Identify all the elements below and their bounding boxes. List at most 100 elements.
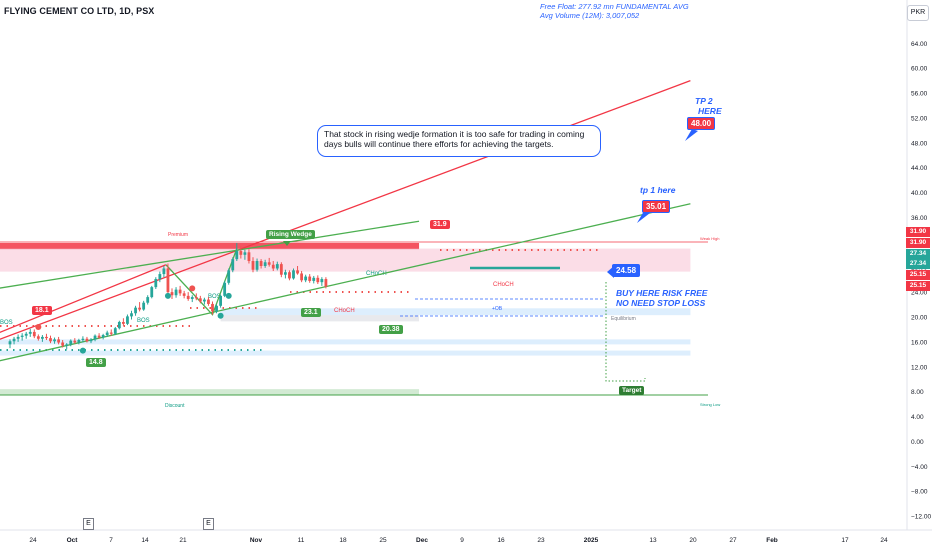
swing-marker-4 (225, 292, 232, 299)
candle-body (16, 336, 20, 339)
x-tick-12: 23 (537, 537, 545, 544)
candle-body (113, 328, 117, 334)
candle-body (198, 298, 202, 302)
x-tick-13: 2025 (584, 537, 599, 544)
y-tick-13: 12.00 (911, 364, 928, 371)
candle-body (186, 295, 190, 299)
candle-body (194, 297, 198, 299)
candle-body (36, 336, 40, 339)
y-tick-0: 64.00 (911, 41, 928, 48)
symbol-title: FLYING CEMENT CO LTD, 1D, PSX (4, 6, 155, 16)
candle-body (203, 299, 206, 302)
candle-body (41, 336, 44, 339)
candle-body (170, 292, 174, 296)
y-tick-7: 36.00 (911, 215, 928, 222)
candle-body (267, 262, 271, 265)
equilibrium-label: Equilibrium (611, 316, 636, 322)
tp2-badge: 48.00 (687, 117, 716, 130)
candle-body (49, 338, 52, 342)
pivot-label-20-38: 20.38 (379, 325, 403, 334)
candle-body (122, 321, 125, 324)
candle-body (255, 261, 259, 270)
x-tick-11: 16 (497, 537, 505, 544)
choch-label-3: CHoCH (493, 282, 514, 288)
x-tick-7: 18 (339, 537, 347, 544)
x-tick-1: Oct (67, 537, 79, 544)
candle-body (24, 333, 28, 336)
candle-body (215, 305, 218, 312)
candle-body (211, 303, 214, 312)
candle-body (279, 264, 283, 275)
candle-body (263, 262, 267, 266)
candle-body (296, 270, 299, 274)
price-tag-27-34-b: 27.34 (906, 259, 930, 269)
x-tick-9: Dec (416, 537, 428, 544)
tp1-pointer (637, 211, 650, 223)
trend-upper-green (0, 220, 420, 289)
currency-button[interactable]: PKR (907, 5, 929, 21)
candle-body (12, 338, 16, 342)
candle-body (93, 335, 97, 340)
candle-body (324, 279, 328, 287)
equil-gray (220, 315, 420, 322)
tp1-note: tp 1 here (640, 185, 676, 195)
x-tick-5: Nov (250, 537, 263, 544)
candle-body (8, 341, 12, 345)
candle-body (105, 332, 109, 336)
event-marker-2[interactable]: E (203, 518, 214, 530)
candle-body (20, 335, 24, 337)
candle-body (109, 332, 113, 334)
candle-body (53, 339, 56, 342)
x-tick-19: 24 (880, 537, 888, 544)
blue-band-1 (0, 339, 691, 345)
candle-body (182, 293, 186, 296)
pivot-label-23-1: 23.1 (301, 308, 321, 317)
candle-body (134, 307, 137, 314)
candle-body (138, 307, 141, 310)
swing-marker-2 (164, 292, 171, 299)
candle-body (320, 279, 324, 283)
candle-body (32, 331, 36, 337)
x-tick-8: 25 (379, 537, 387, 544)
y-tick-4: 48.00 (911, 140, 928, 147)
y-tick-11: 20.00 (911, 315, 928, 322)
tp2-note: TP 2 HERE (695, 96, 722, 116)
candle-body (178, 289, 182, 294)
candle-body (73, 340, 77, 343)
x-tick-14: 13 (649, 537, 657, 544)
candle-body (89, 339, 93, 342)
y-tick-1: 60.00 (911, 66, 928, 73)
price-tag-27-34-a: 27.34 (906, 249, 930, 259)
candle-body (251, 261, 255, 270)
candle-body (239, 251, 243, 255)
candle-body (300, 273, 303, 281)
candle-body (126, 316, 129, 324)
free-float-text: Free Float: 277.92 mn FUNDAMENTAL AVG (540, 2, 689, 11)
bos-label-1: BOS (208, 294, 221, 300)
candle-body (146, 297, 150, 303)
candle-body (207, 299, 210, 304)
x-tick-18: 17 (841, 537, 849, 544)
buy-line1: BUY HERE RISK FREE (616, 288, 708, 298)
y-tick-15: 4.00 (911, 414, 924, 421)
candle-body (101, 335, 105, 338)
y-tick-2: 56.00 (911, 91, 928, 98)
candle-body (304, 276, 308, 281)
ob-label: +OB (492, 306, 503, 312)
rising-wedge-pointer (283, 241, 291, 246)
candle-body (162, 268, 166, 275)
choch-label-1: CHoCH (366, 271, 387, 277)
candle-body (223, 282, 227, 296)
candle-body (130, 313, 133, 317)
rising-wedge-label: Rising Wedge (266, 230, 315, 239)
tp1-badge: 35.01 (642, 200, 671, 213)
y-tick-18: −8.00 (911, 489, 928, 496)
candle-body (308, 276, 312, 281)
candle-body (243, 252, 247, 255)
x-tick-15: 20 (689, 537, 697, 544)
candle-body (259, 261, 263, 266)
x-tick-2: 7 (109, 537, 113, 544)
event-marker-1[interactable]: E (83, 518, 94, 530)
